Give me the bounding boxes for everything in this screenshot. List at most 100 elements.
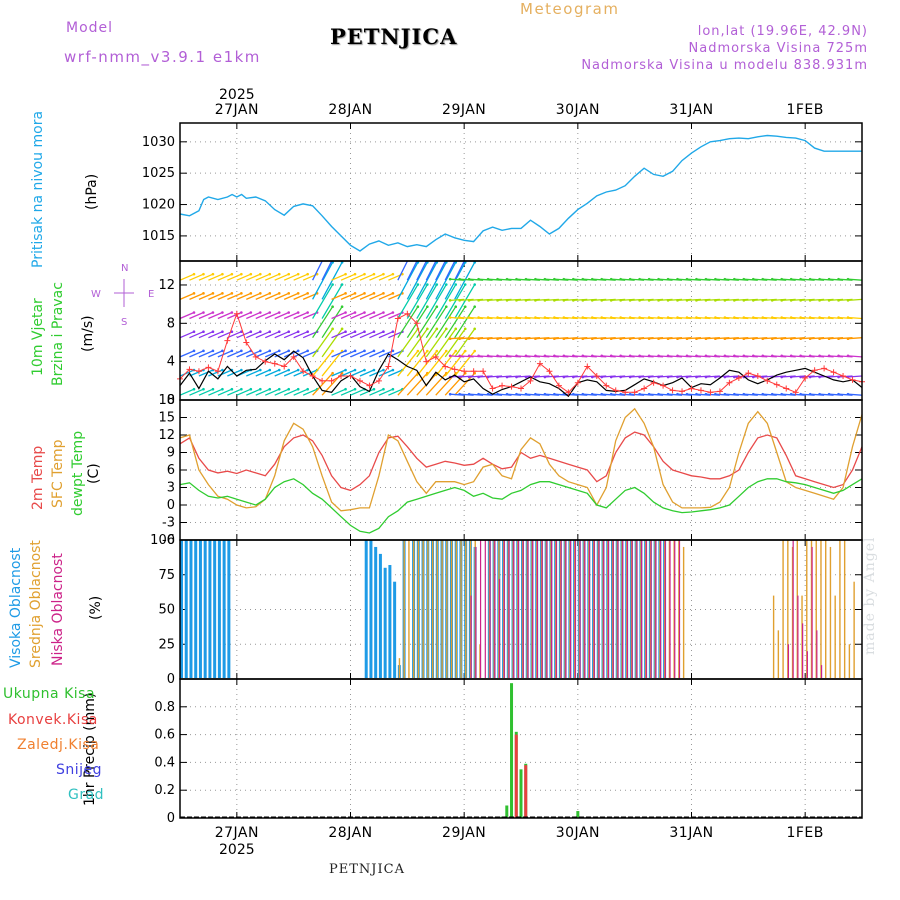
wind-arrow-head [344, 349, 347, 353]
wind-arrow [762, 316, 777, 320]
wind-arrow [829, 355, 844, 358]
wind-arrow [478, 355, 493, 358]
wind-arrow [378, 350, 394, 358]
wind-arrow-head [657, 316, 660, 319]
wind-arrow-head [733, 392, 736, 396]
wind-arrow [425, 262, 447, 300]
wind-arrow [397, 328, 419, 358]
wind-arrow [459, 316, 474, 320]
wind-arrow-head [770, 392, 774, 396]
wind-arrow-head [202, 272, 205, 276]
wind-arrow-head [704, 299, 708, 302]
wind-arrow [724, 316, 739, 320]
wind-arrow-head [676, 277, 679, 281]
wind-arrow [488, 278, 503, 281]
wind-arrow-head [685, 299, 689, 302]
wind-arrow-head [426, 283, 429, 286]
wind-arrow [255, 350, 271, 358]
wind-arrow [340, 331, 356, 339]
wind-arrow-head [789, 299, 793, 302]
wind-arrow [620, 355, 635, 358]
wind-arrow [810, 375, 825, 378]
wind-arrow [454, 328, 476, 358]
cloud-high-bar [203, 540, 207, 678]
wind-arrow-head [202, 349, 205, 353]
wind-arrow [435, 262, 457, 300]
wind-arrow [425, 284, 447, 319]
wind-arrow-head [581, 375, 585, 379]
wind-arrow-head [353, 349, 357, 353]
wind-arrow-head [723, 354, 727, 358]
wind-arrow [459, 393, 474, 396]
wind-arrow-head [846, 354, 850, 358]
wind-arrow [406, 284, 428, 319]
wind-arrow-head [562, 299, 566, 302]
wind-arrow-head [609, 392, 613, 396]
wind-arrow [397, 262, 419, 300]
wind-arrow-head [458, 277, 461, 281]
wind-arrow-head [685, 392, 689, 396]
wind-arrow [620, 316, 635, 320]
wind-arrow-head [505, 375, 509, 379]
wind-arrow-head [638, 392, 641, 396]
wind-arrow-head [647, 277, 651, 281]
wind-arrow-head [448, 337, 452, 340]
wind-arrow [321, 284, 343, 319]
wind-arrow-head [666, 299, 670, 302]
wind-arrow [573, 355, 588, 358]
wind-arrow [829, 393, 844, 396]
wind-arrow [189, 292, 204, 300]
wind-arrow [274, 331, 289, 339]
wind-arrow [469, 278, 484, 281]
wind-arrow-head [562, 316, 566, 319]
wind-arrow [198, 369, 214, 377]
wind-arrow-head [477, 337, 480, 340]
wind-arrow [516, 355, 531, 358]
wind-arrow-head [647, 354, 651, 358]
panel-frame-1 [179, 122, 863, 262]
wind-arrow [563, 298, 578, 301]
wind-arrow-head [458, 337, 461, 340]
cloud-mid-bar [787, 540, 789, 678]
wind-arrow-head [259, 272, 262, 276]
wind-arrow-head [344, 387, 347, 391]
wind-direction-mark [243, 339, 250, 346]
wind-direction-mark [413, 320, 420, 327]
cloud-high-bar [213, 540, 217, 678]
wind-arrow-head [657, 299, 660, 302]
wind-arrow-head [534, 375, 537, 379]
y-tick-label: 0 [167, 498, 175, 513]
cloud-low-bar [555, 540, 557, 678]
wind-arrow-head [259, 292, 262, 295]
wind-arrow [312, 284, 334, 319]
wind-arrow [592, 316, 607, 320]
wind-direction-mark [451, 366, 458, 373]
wind-arrow-head [372, 349, 376, 353]
wind-arrow [388, 388, 403, 396]
wind-arrow-head [391, 292, 395, 295]
wind-arrow [667, 298, 683, 301]
wind-arrow-head [230, 349, 234, 353]
cloud-low-bar [532, 540, 534, 678]
wind-arrow [459, 337, 474, 340]
wind-direction-mark [224, 337, 231, 344]
wind-arrow-head [600, 354, 604, 358]
wind-arrow [488, 298, 503, 301]
wind-arrow-head [467, 316, 471, 319]
wind-arrow-head [619, 299, 622, 302]
wind-arrow [734, 355, 749, 358]
wind-arrow [246, 311, 261, 320]
wind-direction-mark [442, 363, 449, 370]
wind-arrow-head [666, 316, 670, 319]
wind-arrow [255, 311, 271, 320]
wind-arrow-head [638, 337, 641, 340]
wind-arrow-head [382, 311, 385, 314]
wind-arrow [180, 273, 195, 281]
wind-arrow-head [240, 311, 243, 314]
wind-arrow [180, 388, 195, 396]
cloud-low-bar [797, 595, 799, 678]
wind-arrow [406, 350, 428, 377]
wind-arrow [696, 355, 711, 358]
wind-arrow-head [638, 354, 641, 358]
wind-arrow [227, 273, 242, 281]
